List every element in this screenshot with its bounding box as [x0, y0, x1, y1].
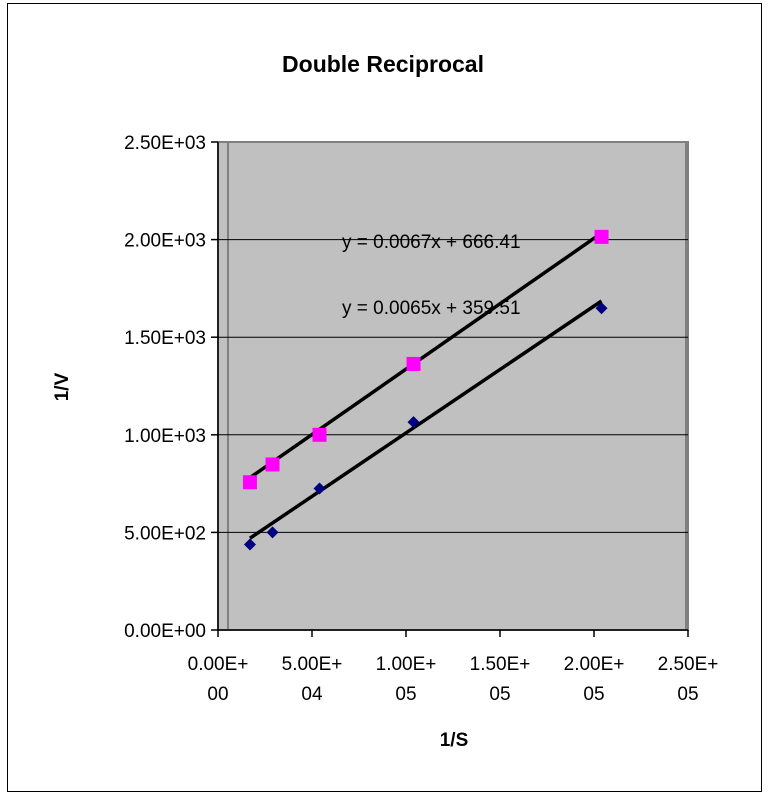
plot-area: 0.00E+005.00E+021.00E+031.50E+032.00E+03… [124, 133, 718, 705]
marker-square-0-4 [594, 229, 609, 244]
marker-diamond-1-4 [595, 302, 608, 315]
x-tick-label-1-line1: 5.00E+ [282, 654, 343, 675]
y-axis-title: 1/V [52, 372, 73, 401]
y-tick-label-4: 2.00E+03 [124, 231, 206, 252]
x-tick-label-2-line2: 05 [395, 684, 416, 705]
x-tick-label-5-line2: 05 [677, 684, 698, 705]
x-tick-label-3-line2: 05 [489, 684, 510, 705]
trendline-equation-0: y = 0.0067x + 666.41 [342, 232, 521, 253]
marker-square-0-3 [406, 356, 421, 371]
x-tick-label-4-line2: 05 [583, 684, 604, 705]
marker-square-0-1 [265, 457, 280, 472]
y-tick-label-5: 2.50E+03 [124, 133, 206, 154]
x-axis-title: 1/S [440, 730, 469, 751]
marker-diamond-1-0 [243, 538, 256, 551]
x-tick-label-0-line1: 0.00E+ [188, 654, 249, 675]
y-tick-label-1: 5.00E+02 [124, 523, 206, 544]
chart-title: Double Reciprocal [282, 51, 484, 77]
y-tick-label-3: 1.50E+03 [124, 328, 206, 349]
plot-background [217, 141, 689, 631]
x-tick-label-5-line1: 2.50E+ [658, 654, 719, 675]
trendline-1 [248, 299, 603, 540]
marker-diamond-1-2 [313, 482, 326, 495]
y-tick-label-0: 0.00E+00 [124, 621, 206, 642]
marker-diamond-1-3 [407, 416, 420, 429]
x-tick-label-3-line1: 1.50E+ [470, 654, 531, 675]
x-tick-label-1-line2: 04 [301, 684, 323, 705]
x-tick-label-4-line1: 2.00E+ [564, 654, 625, 675]
x-tick-label-2-line1: 1.00E+ [376, 654, 437, 675]
trendline-0 [248, 231, 603, 480]
marker-diamond-1-1 [266, 526, 279, 539]
marker-square-0-0 [242, 475, 257, 490]
x-tick-label-0-line2: 00 [207, 684, 228, 705]
marker-square-0-2 [312, 427, 327, 442]
y-tick-label-2: 1.00E+03 [124, 426, 206, 447]
trendline-equation-1: y = 0.0065x + 359.51 [342, 298, 521, 319]
